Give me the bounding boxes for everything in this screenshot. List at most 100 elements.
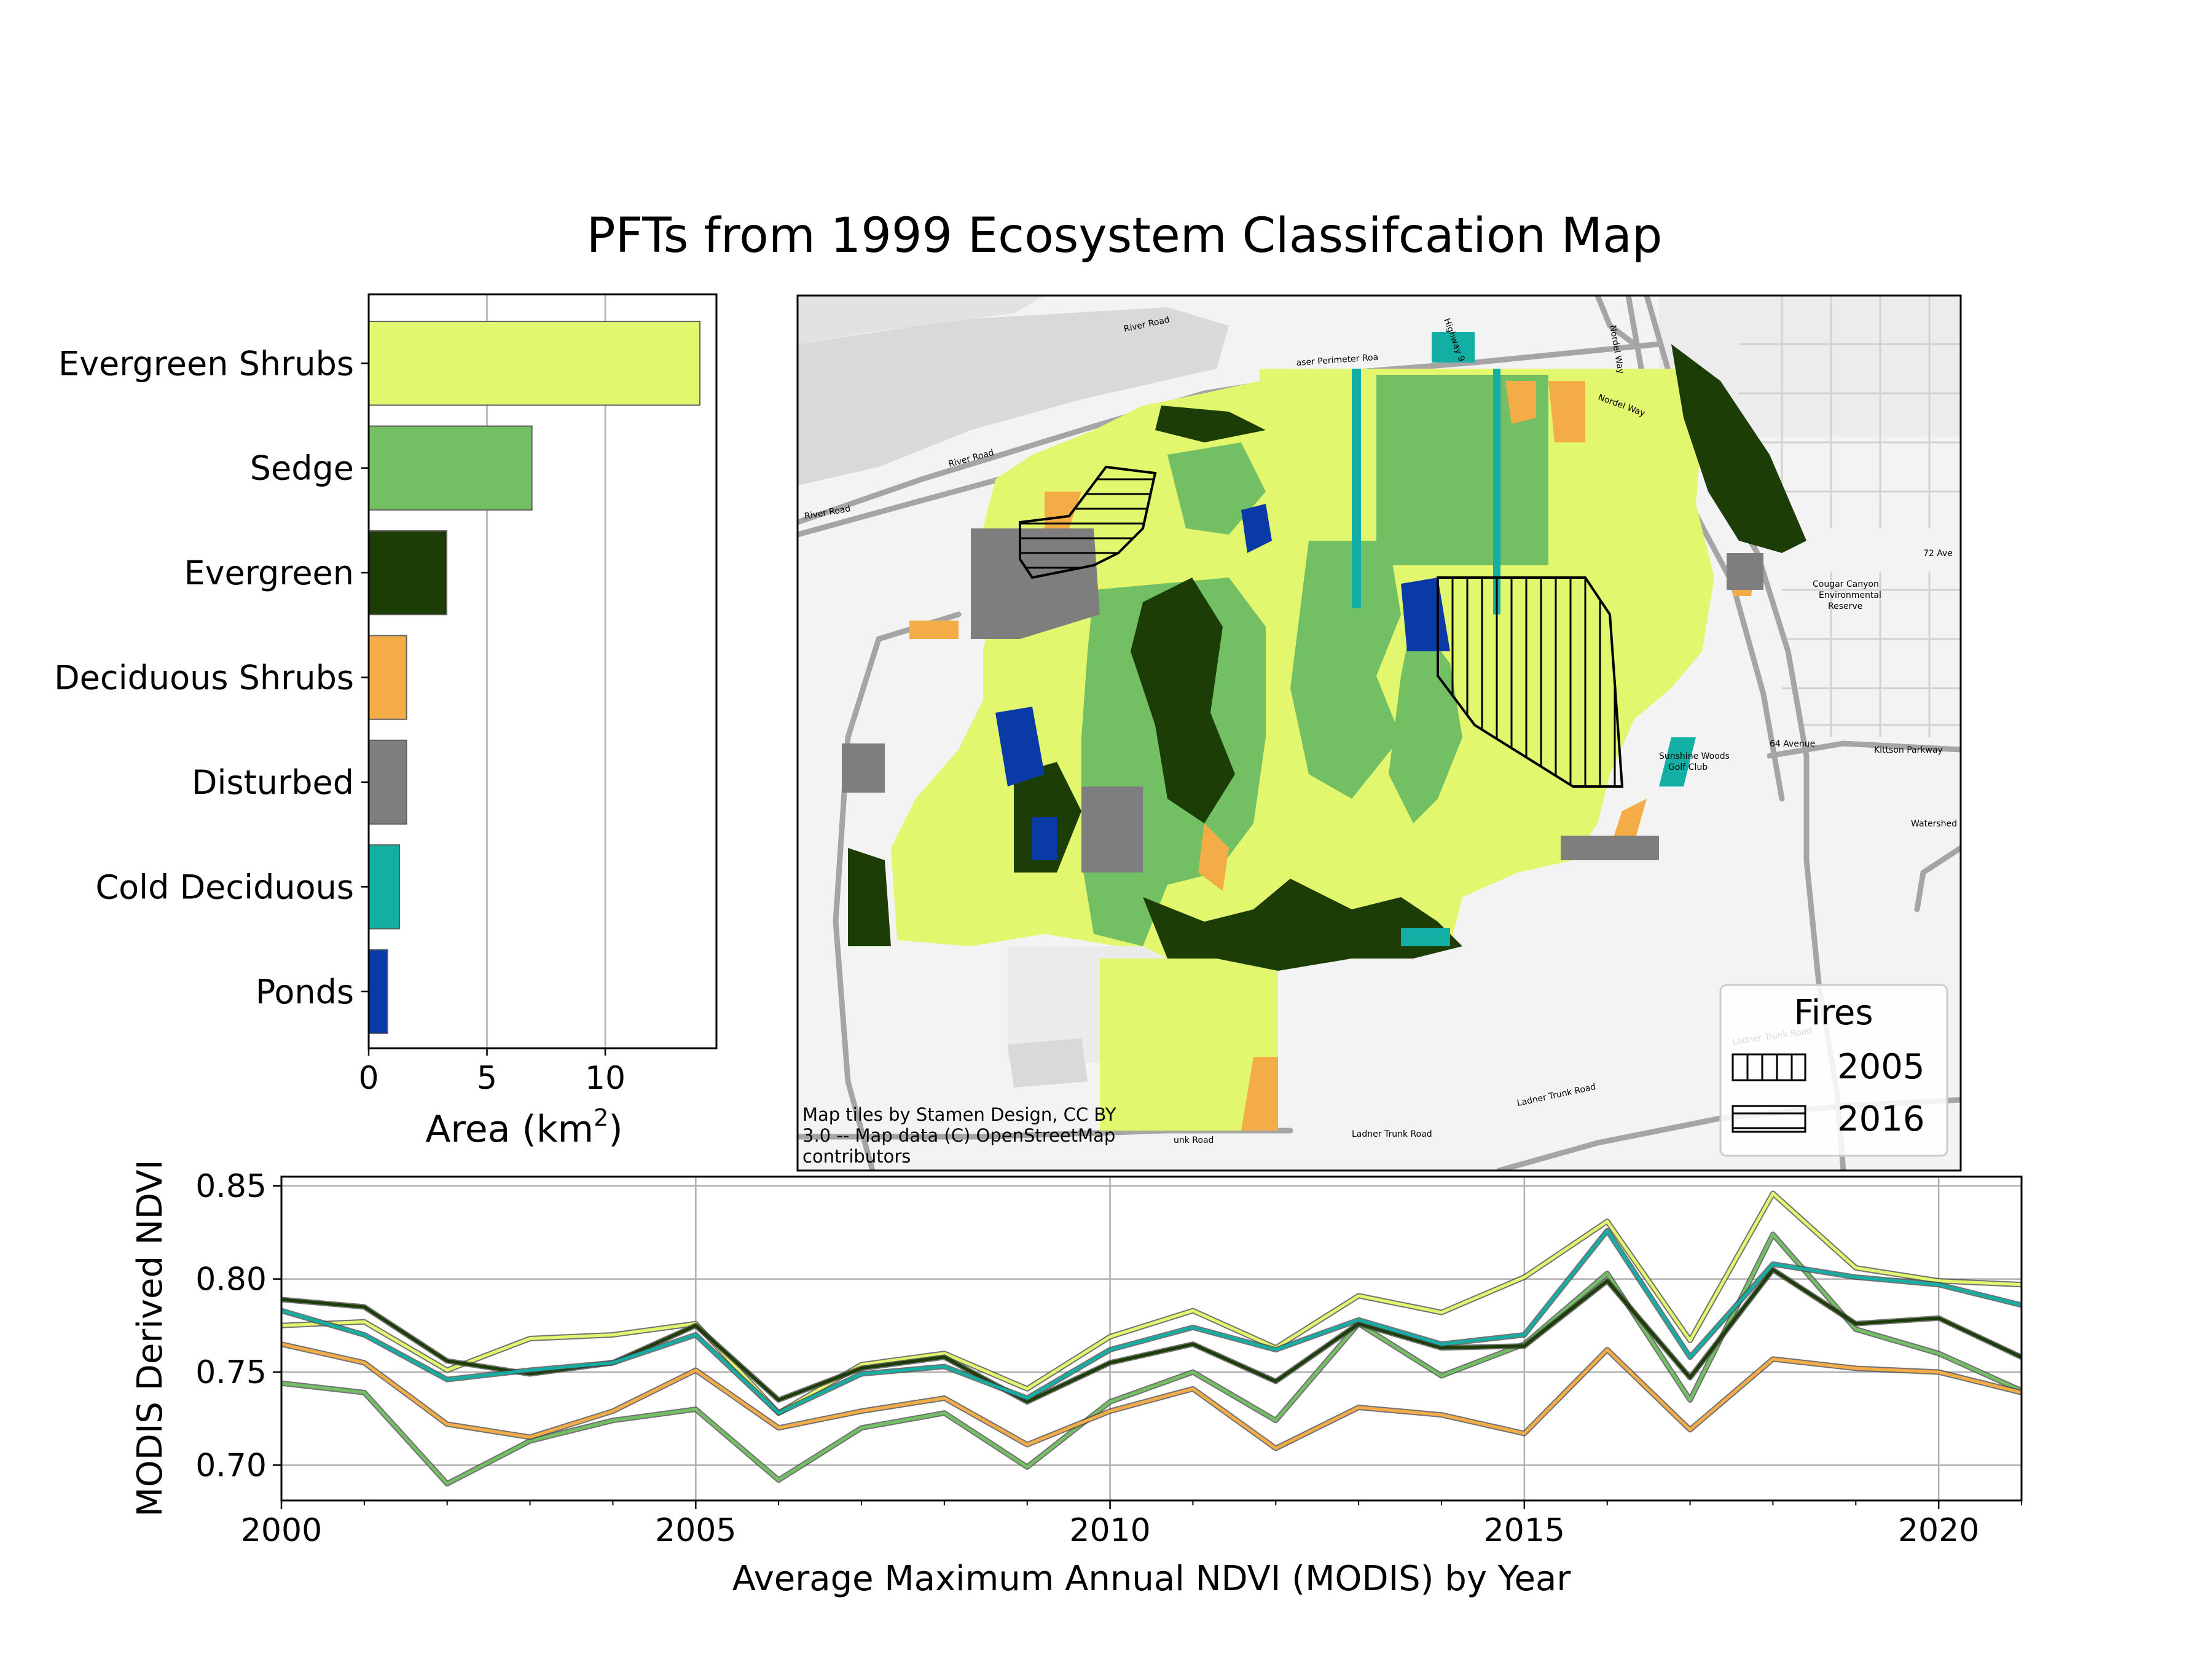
deciduous-shrubs-7 bbox=[1241, 1057, 1278, 1131]
fire-2005-polygon bbox=[1437, 576, 1624, 788]
bar-x-tick-label-10: 10 bbox=[585, 1060, 626, 1097]
map-label-road10: Watershed P bbox=[1911, 819, 1965, 829]
sedge-region-1 bbox=[1376, 375, 1548, 565]
evergreen-region-west bbox=[848, 848, 891, 946]
sedge-region-2 bbox=[1290, 541, 1401, 799]
line-y-ticks: 0.70 0.75 0.80 0.85 bbox=[195, 1168, 281, 1484]
bar-cold-deciduous bbox=[368, 844, 401, 930]
disturbed-4 bbox=[842, 743, 885, 793]
line-x-tick-label-2015: 2015 bbox=[1484, 1512, 1565, 1549]
line-series-outline-evergreen_shrubs bbox=[281, 1190, 2022, 1416]
line-x-tick-label-2010: 2010 bbox=[1069, 1512, 1150, 1549]
cold-deciduous-5 bbox=[1401, 928, 1450, 946]
line-y-tick-label-0.70: 0.70 bbox=[195, 1447, 267, 1484]
bar-x-axis-label-main: Area (km bbox=[425, 1108, 594, 1151]
map-label-road9: Kittson Parkway bbox=[1874, 745, 1943, 755]
line-series-outline-sedge bbox=[281, 1231, 2022, 1487]
attribution-line-1: Map tiles by Stamen Design, CC BY bbox=[802, 1104, 1116, 1125]
fires-legend: Fires 2005 2016 bbox=[1719, 984, 1948, 1157]
line-y-tick-label-0.85: 0.85 bbox=[195, 1168, 267, 1205]
deciduous-shrubs-1 bbox=[1505, 381, 1536, 424]
deciduous-shrubs-6 bbox=[1198, 823, 1229, 891]
line-series-sedge bbox=[281, 1233, 2022, 1486]
line-x-tick-label-2005: 2005 bbox=[655, 1512, 736, 1549]
map-panel: River Road River Road River Road Ladner … bbox=[796, 294, 1965, 1172]
attribution-line-2: 3.0 -- Map data (C) OpenStreetMap bbox=[802, 1125, 1115, 1146]
bar-x-tick-label-5: 5 bbox=[477, 1060, 497, 1097]
disturbed-3 bbox=[1561, 836, 1659, 860]
line-chart: 2000 2005 2010 2015 2020 0.70 0.75 0.80 0.85 Av… bbox=[130, 1159, 2023, 1599]
bar-x-axis-label-sup: 2 bbox=[594, 1104, 608, 1131]
line-x-tick-label-2020: 2020 bbox=[1898, 1512, 1979, 1549]
line-series-evergreen_shrubs bbox=[281, 1191, 2022, 1415]
bar-series bbox=[368, 321, 701, 1034]
pond-3 bbox=[995, 707, 1045, 786]
river-shape-2 bbox=[798, 296, 1045, 344]
bar-evergreen bbox=[368, 530, 448, 616]
map-label-place4: Sunshine Woods bbox=[1659, 751, 1730, 761]
map-label-place3: Reserve bbox=[1828, 602, 1862, 611]
line-series-cold_deciduous bbox=[281, 1229, 2022, 1415]
disturbed-5 bbox=[1727, 553, 1763, 590]
bar-category-label-disturbed: Disturbed bbox=[192, 763, 354, 802]
line-x-axis-label: Average Maximum Annual NDVI (MODIS) by Y… bbox=[732, 1559, 1572, 1599]
bar-chart: Evergreen Shrubs Sedge Evergreen Deciduous … bbox=[54, 293, 718, 1151]
legend-swatch-2016 bbox=[1732, 1105, 1806, 1133]
map-label-road15: unk Road bbox=[1174, 1135, 1214, 1145]
bar-disturbed bbox=[368, 739, 407, 825]
bar-axes-frame bbox=[367, 293, 718, 1049]
cold-deciduous-3 bbox=[1493, 369, 1500, 614]
legend-label-2016: 2016 bbox=[1837, 1099, 1925, 1139]
bar-category-label-cold-deciduous: Cold Deciduous bbox=[95, 868, 354, 906]
map-label-road8: 64 Avenue bbox=[1770, 739, 1815, 749]
line-series bbox=[281, 1190, 2022, 1487]
deciduous-shrubs-2 bbox=[1548, 381, 1585, 442]
bar-x-ticks: 0 5 10 bbox=[358, 1048, 626, 1097]
bar-category-label-evergreen-shrubs: Evergreen Shrubs bbox=[58, 344, 354, 383]
bar-deciduous-shrubs bbox=[368, 635, 407, 720]
evergreen-shrubs-south bbox=[1100, 959, 1278, 1131]
disturbed-2 bbox=[1081, 786, 1143, 873]
map-label-road5: Ladner Trunk Road bbox=[1352, 1129, 1432, 1139]
cold-deciduous-4 bbox=[1659, 737, 1696, 786]
map-label-place5: Golf Club bbox=[1668, 763, 1708, 772]
line-y-axis-label: MODIS Derived NDVI bbox=[130, 1159, 170, 1516]
bar-category-label-evergreen: Evergreen bbox=[184, 554, 354, 592]
line-x-tick-label-2000: 2000 bbox=[241, 1512, 322, 1549]
water-body bbox=[1008, 1038, 1088, 1088]
evergreen-region-center bbox=[1131, 578, 1235, 823]
bar-category-label-sedge: Sedge bbox=[250, 449, 354, 488]
evergreen-region-east bbox=[1671, 344, 1806, 553]
bar-sedge bbox=[368, 425, 533, 511]
line-y-tick-label-0.75: 0.75 bbox=[195, 1354, 267, 1391]
cold-deciduous-2 bbox=[1352, 369, 1361, 608]
street-grid bbox=[1739, 296, 1961, 737]
pond-4 bbox=[1032, 817, 1057, 860]
legend-title: Fires bbox=[1794, 993, 1873, 1033]
map-attribution: Map tiles by Stamen Design, CC BY 3.0 --… bbox=[802, 1104, 1116, 1167]
line-series-deciduous_shrubs bbox=[281, 1343, 2022, 1450]
line-axes-frame bbox=[280, 1175, 2023, 1502]
bar-category-labels: Evergreen Shrubs Sedge Evergreen Deciduous … bbox=[54, 344, 369, 1011]
map-label-road7: 72 Ave bbox=[1923, 549, 1953, 559]
legend-swatch-2005 bbox=[1732, 1053, 1806, 1081]
evergreen-region-south bbox=[1143, 879, 1462, 971]
sedge-region-5 bbox=[1167, 442, 1266, 535]
bar-evergreen-shrubs bbox=[368, 321, 701, 406]
map-label-place2: Environmental bbox=[1819, 590, 1881, 600]
map-label-place1: Cougar Canyon bbox=[1813, 579, 1879, 589]
bar-ponds bbox=[368, 949, 388, 1034]
deciduous-shrubs-5 bbox=[909, 621, 959, 639]
line-y-tick-label-0.80: 0.80 bbox=[195, 1261, 267, 1298]
bar-x-axis-label: Area (km2) bbox=[425, 1104, 622, 1151]
attribution-line-3: contributors bbox=[802, 1146, 911, 1167]
bar-x-axis-label-tail: ) bbox=[608, 1108, 622, 1151]
river-shape bbox=[798, 307, 1229, 485]
line-x-ticks: 2000 2005 2010 2015 2020 bbox=[241, 1500, 2022, 1549]
fire-2016-polygon bbox=[1019, 465, 1157, 579]
bar-category-label-ponds: Ponds bbox=[256, 973, 354, 1011]
bar-category-label-deciduous-shrubs: Deciduous Shrubs bbox=[54, 659, 354, 697]
cold-deciduous-1 bbox=[1432, 332, 1475, 363]
